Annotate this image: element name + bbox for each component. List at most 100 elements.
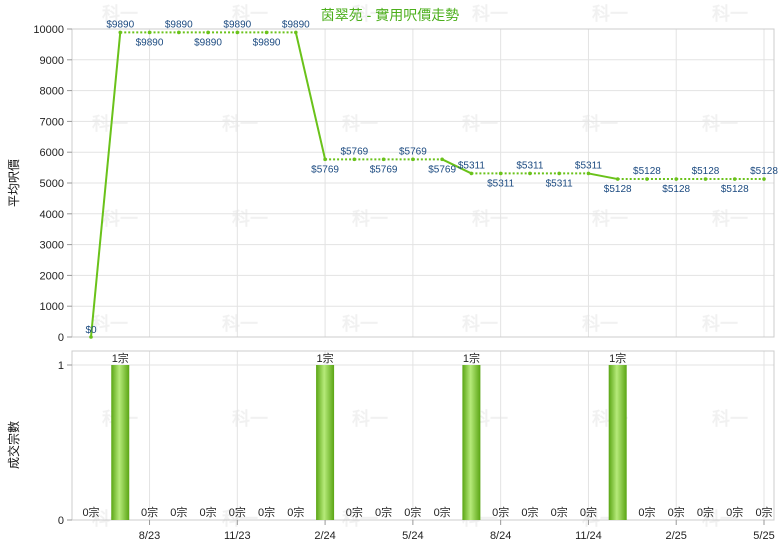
price-point-label: $9890: [223, 19, 251, 30]
volume-y-tick-label: 1: [58, 360, 64, 372]
volume-bar-label: 1宗: [317, 351, 334, 365]
watermark-text: 科一: [352, 208, 388, 229]
price-y-axis: 0 1000 2000 3000 4000 5000 6000 7000 8000 9000 100…: [33, 24, 72, 344]
watermark-text: 科一: [592, 3, 628, 24]
watermark-text: 科一: [702, 313, 738, 334]
volume-bar-label: 0宗: [170, 505, 187, 519]
price-point: [381, 157, 386, 162]
price-panel: 0 1000 2000 3000 4000 5000 6000 7000 8000 9000 100…: [7, 19, 778, 344]
price-point-label: $9890: [136, 37, 164, 48]
price-line-segment: [294, 32, 327, 160]
price-y-tick-label: 1000: [40, 301, 64, 313]
price-y-tick-label: 5000: [40, 178, 64, 190]
volume-bar-label: 0宗: [287, 505, 304, 519]
price-line-segment: [588, 172, 618, 181]
volume-bar-label: 0宗: [404, 505, 421, 519]
price-point: [89, 335, 93, 339]
price-point-label: $9890: [282, 19, 310, 30]
volume-bar-label: 0宗: [668, 505, 685, 519]
price-point-label: $5769: [370, 164, 398, 175]
volume-bar-label: 0宗: [726, 505, 743, 519]
price-point: [352, 157, 357, 162]
price-gridlines: [72, 28, 774, 338]
volume-bar-label: 0宗: [375, 505, 392, 519]
price-point-label: $5769: [340, 146, 368, 157]
volume-bar: [608, 365, 627, 520]
price-point: [732, 177, 737, 181]
price-y-tick-label: 3000: [40, 240, 64, 252]
volume-bar-label: 0宗: [346, 505, 363, 519]
price-point-label: $5769: [428, 164, 456, 175]
watermark-text: 科一: [92, 313, 128, 334]
price-point-label: $5128: [633, 166, 661, 177]
watermark-text: 科一: [352, 408, 388, 429]
watermark-text: 科一: [222, 113, 258, 134]
watermark-text: 科一: [222, 313, 258, 334]
watermark-text: 科一: [702, 113, 738, 134]
watermark-text: 科一: [592, 208, 628, 229]
volume-bar-label: 1宗: [463, 351, 480, 365]
volume-plot-frame: [71, 350, 775, 521]
volume-x-tick-label: 2/24: [314, 530, 335, 542]
price-y-tick-label: 6000: [40, 147, 64, 159]
price-y-tick-label: 7000: [40, 116, 64, 128]
price-point: [206, 30, 210, 35]
price-point: [118, 30, 123, 35]
volume-x-axis: 8/23 11/23 2/24 5/24 8/24 11/24 2/25 5/25: [139, 520, 775, 542]
price-point-label: $5311: [575, 160, 603, 171]
price-point-label: $5311: [487, 178, 515, 189]
price-point: [147, 30, 152, 35]
price-y-tick-label: 10000: [33, 24, 64, 36]
volume-bar-label: 0宗: [82, 505, 99, 519]
volume-bar-label: 0宗: [697, 505, 714, 519]
volume-gridlines: [72, 351, 774, 521]
watermark-text: 科一: [472, 408, 508, 429]
volume-x-tick-label: 11/24: [575, 530, 602, 542]
watermark-text: 科一: [712, 3, 748, 24]
price-point: [703, 177, 708, 181]
chart-title: 茵翠苑 - 實用呎價走勢: [321, 7, 459, 23]
watermark-text: 科一: [352, 3, 388, 24]
price-point-label: $5128: [604, 184, 632, 195]
price-y-tick-label: 2000: [40, 270, 64, 282]
price-line-segment: [441, 158, 472, 175]
price-point: [235, 30, 240, 35]
volume-bar-label: 0宗: [229, 505, 246, 519]
volume-bar-label: 0宗: [199, 505, 216, 519]
price-point-label: $5769: [311, 164, 339, 175]
volume-x-tick-label: 5/24: [402, 530, 423, 542]
price-point-label: $5769: [399, 146, 427, 157]
volume-bar-label: 0宗: [141, 505, 158, 519]
volume-bar: [316, 365, 335, 520]
watermark-text: 科一: [712, 408, 748, 429]
volume-bar-label: 0宗: [521, 505, 538, 519]
price-point: [762, 177, 766, 181]
watermark-text: 科一: [342, 113, 378, 134]
watermark-text: 科一: [232, 408, 268, 429]
watermark-text: 科一: [102, 3, 138, 24]
volume-bar-label: 1宗: [112, 351, 129, 365]
watermark-text: 科一: [702, 508, 738, 529]
volume-y-axis-label: 成交宗數: [6, 421, 21, 469]
volume-x-tick-label: 11/23: [224, 530, 251, 542]
watermark-text: 科一: [342, 313, 378, 334]
price-point: [674, 177, 679, 181]
price-y-tick-label: 0: [58, 332, 64, 344]
price-point-label: $5311: [458, 160, 486, 171]
price-point: [557, 171, 561, 176]
volume-bar-label: 0宗: [638, 505, 655, 519]
volume-bar-label: 0宗: [551, 505, 568, 519]
price-point: [176, 30, 181, 35]
volume-bar-label: 0宗: [492, 505, 509, 519]
price-point: [411, 157, 415, 162]
volume-bar-label: 1宗: [609, 351, 626, 365]
volume-panel: 01 成交宗數 0宗 1宗 0宗 0宗 0宗 0宗 0宗 0宗 1宗 0宗 0宗 0宗 0宗 1宗 0宗 0宗…: [6, 350, 775, 542]
watermark-text: 科一: [232, 3, 268, 24]
price-point: [498, 171, 503, 176]
volume-x-tick-label: 2/25: [666, 530, 687, 542]
watermark-text: 科一: [462, 313, 498, 334]
watermark-text: 科一: [342, 508, 378, 529]
volume-y-axis: 01: [58, 360, 72, 527]
price-point-label: $9890: [106, 19, 134, 30]
volume-bar: [111, 365, 130, 520]
